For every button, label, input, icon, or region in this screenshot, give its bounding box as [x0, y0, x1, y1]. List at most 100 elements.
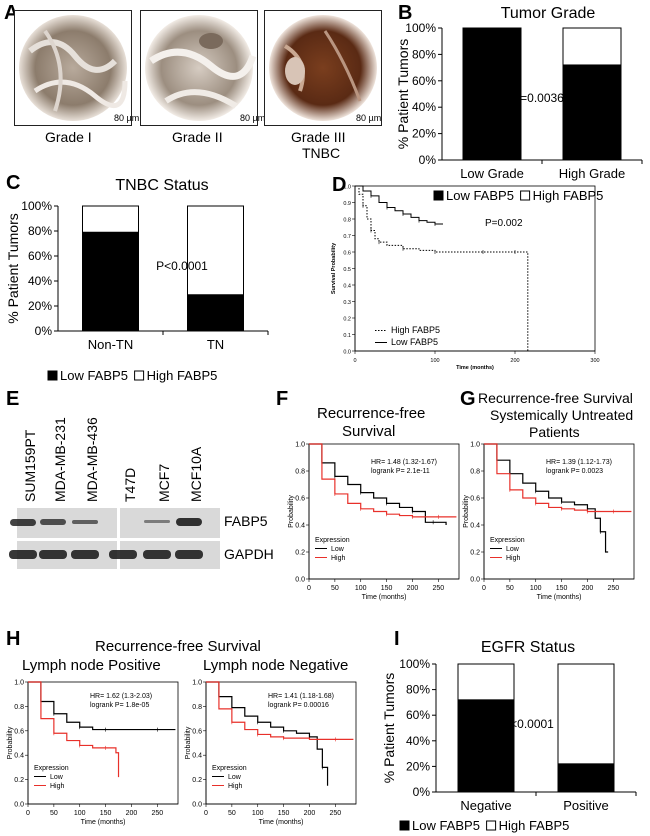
x-tick-label: 100	[355, 585, 367, 592]
y-tick-label: 1.0	[192, 680, 202, 687]
km-curve-low	[28, 681, 176, 731]
x-tick-label: 200	[510, 358, 519, 364]
band-gapdh	[109, 550, 137, 559]
x-tick-label: 150	[381, 585, 393, 592]
bar-segment	[562, 64, 622, 161]
panel-label-h: H	[6, 628, 21, 650]
y-tick-label: 1.0	[343, 185, 351, 191]
stats-annotation: HR= 1.62 (1.3-2.03)	[90, 693, 152, 700]
x-tick-label: 150	[556, 585, 568, 592]
caption-grade-2: Grade II	[172, 129, 223, 145]
legend-label: Low	[331, 546, 345, 553]
legend-label: High	[506, 555, 521, 562]
subtitle-h-left: Lymph node Positive	[22, 657, 161, 674]
y-tick-label: 0.2	[295, 550, 305, 557]
band-gapdh	[71, 550, 99, 559]
y-tick-label: 60%	[412, 74, 436, 88]
y-tick-label: 0.1	[343, 333, 351, 339]
stats-annotation: logrank P= 1.8e-05	[90, 702, 149, 709]
x-tick-label: 200	[304, 810, 316, 817]
band-gapdh	[39, 550, 67, 559]
legend-label: Low	[50, 774, 64, 781]
legend-swatch	[134, 370, 145, 381]
category-label: TN	[207, 337, 224, 352]
km-curve-low	[309, 443, 447, 525]
y-tick-label: 0.0	[192, 802, 202, 809]
legend-label: High	[331, 555, 346, 562]
y-tick-label: 40%	[412, 100, 436, 114]
x-tick-label: 200	[407, 585, 419, 592]
bar-segment	[557, 763, 615, 793]
p-value: P<0.0001	[156, 259, 208, 273]
y-tick-label: 80%	[412, 47, 436, 61]
y-axis-label: Probability	[7, 726, 14, 759]
y-axis-label: Probability	[463, 495, 470, 528]
y-tick-label: 1.0	[470, 442, 480, 449]
band-gapdh	[143, 550, 171, 559]
panel-label-g: G	[460, 388, 476, 410]
y-tick-label: 0.9	[343, 201, 351, 207]
x-tick-label: 50	[331, 585, 339, 592]
bar-segment	[187, 205, 244, 296]
y-tick-label: 0.2	[470, 550, 480, 557]
x-tick-label: 150	[278, 810, 290, 817]
legend-label: Low FABP5	[391, 337, 438, 347]
category-label: Negative	[460, 798, 511, 813]
tissue-image-grade-3	[264, 10, 382, 126]
chart-tumor-grade: Tumor Grade 0% 20% 40% 60% 80% 100% % Patient T…	[395, 5, 643, 203]
x-axis-label: Time (months)	[81, 819, 126, 826]
x-tick-label: 250	[607, 585, 619, 592]
y-tick-label: 0.4	[343, 284, 351, 290]
scale-bar-label: 80 µm	[356, 113, 382, 123]
p-value: P<0.0001	[502, 717, 554, 731]
y-tick-label: 60%	[28, 249, 52, 263]
y-tick-label: 40%	[406, 734, 430, 748]
row-label-gapdh: GAPDH	[224, 546, 274, 562]
y-tick-label: 0.2	[343, 317, 351, 323]
band-fabp5	[176, 518, 202, 527]
y-tick-label: 0.4	[295, 523, 305, 530]
x-tick-label: 250	[329, 810, 341, 817]
km-curve-high-fabp5	[355, 185, 529, 351]
stats-annotation: HR= 1.39 (1.12-1.73)	[546, 459, 612, 466]
y-tick-label: 0.0	[295, 577, 305, 584]
legend-label: High FABP5	[533, 188, 604, 203]
y-tick-label: 1.0	[14, 680, 24, 687]
chart-km-lymph-positive: 0.0 0.2 0.4 0.6 0.8 1.0 0 50 100 150 200 250 Time (m…	[7, 680, 179, 826]
stats-annotation: HR= 1.41 (1.18-1.68)	[268, 693, 334, 700]
tissue-image-grade-2	[140, 10, 258, 126]
stats-annotation: logrank P= 2.1e-11	[371, 468, 430, 475]
x-tick-label: 0	[204, 810, 208, 817]
x-tick-label: 0	[26, 810, 30, 817]
y-tick-label: 0.7	[343, 234, 351, 240]
x-tick-label: 50	[50, 810, 58, 817]
band-fabp5	[144, 520, 170, 524]
x-axis-label: Time (months)	[362, 594, 407, 601]
legend-label: High FABP5	[391, 325, 440, 335]
y-tick-label: 0.0	[343, 350, 351, 356]
y-tick-label: 0.2	[192, 777, 202, 784]
x-tick-label: 0	[353, 358, 356, 364]
legend-label: High	[50, 783, 65, 790]
y-tick-label: 0%	[413, 785, 431, 799]
caption-grade-3: Grade III	[291, 129, 346, 145]
p-value: P=0.002	[485, 218, 523, 229]
x-axis-label: Time (months)	[259, 819, 304, 826]
y-axis-label: Probability	[185, 726, 192, 759]
category-label: Low Grade	[460, 166, 524, 181]
x-tick-label: 150	[100, 810, 112, 817]
y-tick-label: 20%	[28, 299, 52, 313]
chart-km-lymph-negative: 0.0 0.2 0.4 0.6 0.8 1.0 0 50 100 150 200 250 Time (m…	[185, 680, 357, 826]
x-tick-label: 100	[252, 810, 264, 817]
y-tick-label: 0%	[419, 153, 437, 167]
legend-title: Expression	[315, 537, 350, 544]
x-axis-label: Time (months)	[456, 365, 494, 371]
band-fabp5	[10, 518, 36, 526]
x-tick-label: 250	[151, 810, 163, 817]
stats-annotation: HR= 1.48 (1.32-1.67)	[371, 459, 437, 466]
chart-title: EGFR Status	[481, 639, 575, 656]
y-tick-label: 80%	[28, 224, 52, 238]
stats-annotation: logrank P= 0.0023	[546, 468, 603, 475]
y-tick-label: 0.4	[470, 523, 480, 530]
y-tick-label: 0.6	[343, 251, 351, 257]
